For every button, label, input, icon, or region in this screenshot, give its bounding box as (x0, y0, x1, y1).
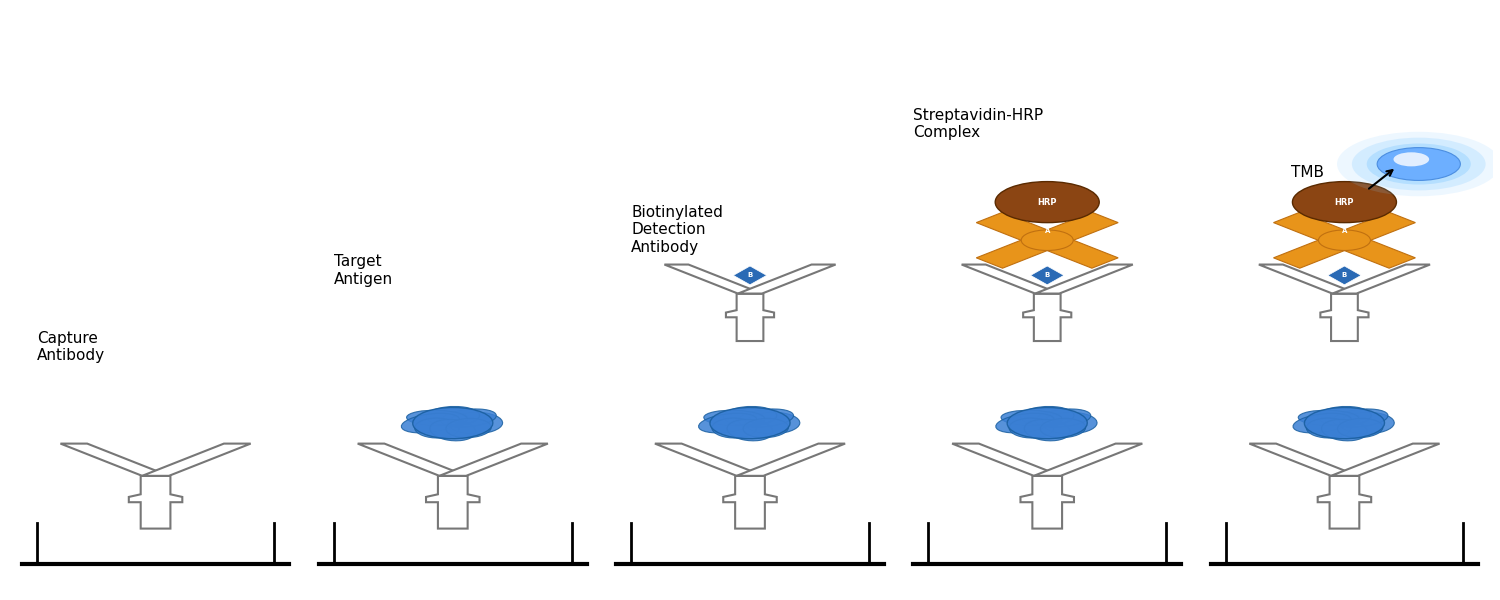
Ellipse shape (446, 418, 491, 437)
Polygon shape (1035, 265, 1132, 293)
Ellipse shape (406, 410, 468, 426)
Circle shape (1022, 230, 1072, 250)
Text: Streptavidin-HRP
Complex: Streptavidin-HRP Complex (914, 108, 1044, 140)
Polygon shape (1328, 266, 1360, 285)
Polygon shape (738, 265, 836, 293)
Text: A: A (1342, 229, 1347, 235)
Polygon shape (1020, 476, 1074, 529)
Polygon shape (952, 443, 1060, 476)
Polygon shape (1250, 443, 1358, 476)
Text: B: B (747, 272, 753, 278)
Circle shape (1293, 182, 1396, 223)
Ellipse shape (1020, 406, 1074, 425)
Ellipse shape (426, 406, 480, 425)
Ellipse shape (1305, 407, 1384, 439)
Ellipse shape (704, 410, 765, 426)
Circle shape (1336, 132, 1500, 196)
Ellipse shape (441, 409, 497, 427)
Ellipse shape (1041, 418, 1086, 437)
Text: HRP: HRP (1038, 197, 1058, 206)
Ellipse shape (723, 406, 777, 425)
Text: B: B (1342, 252, 1347, 258)
Polygon shape (1030, 266, 1063, 285)
Ellipse shape (738, 409, 794, 427)
Polygon shape (357, 443, 466, 476)
Polygon shape (1332, 265, 1430, 293)
Ellipse shape (1338, 418, 1383, 437)
Polygon shape (129, 476, 183, 529)
Ellipse shape (430, 419, 476, 441)
Polygon shape (1034, 235, 1118, 268)
Ellipse shape (1024, 419, 1069, 441)
Polygon shape (976, 212, 1060, 245)
Text: B: B (1044, 272, 1050, 278)
Ellipse shape (1035, 409, 1090, 427)
Polygon shape (426, 476, 480, 529)
Ellipse shape (402, 413, 459, 433)
Polygon shape (1317, 476, 1371, 529)
Polygon shape (440, 443, 548, 476)
Ellipse shape (710, 407, 791, 439)
Ellipse shape (746, 412, 800, 434)
Polygon shape (1034, 443, 1143, 476)
Polygon shape (976, 235, 1060, 268)
Polygon shape (1274, 212, 1358, 245)
Ellipse shape (742, 418, 789, 437)
Polygon shape (1330, 443, 1440, 476)
Ellipse shape (414, 418, 459, 438)
Polygon shape (1332, 235, 1416, 268)
Circle shape (1352, 137, 1485, 190)
Polygon shape (734, 266, 766, 285)
Polygon shape (1034, 212, 1118, 245)
Ellipse shape (996, 413, 1054, 433)
Ellipse shape (1322, 419, 1368, 441)
Circle shape (1366, 143, 1472, 185)
Ellipse shape (1293, 413, 1352, 433)
Ellipse shape (1317, 406, 1371, 425)
Text: A: A (1044, 229, 1050, 235)
Polygon shape (1258, 265, 1356, 293)
Text: Target
Antigen: Target Antigen (334, 254, 393, 287)
Circle shape (1394, 152, 1429, 166)
Circle shape (994, 182, 1100, 223)
Text: Capture
Antibody: Capture Antibody (36, 331, 105, 363)
Text: HRP: HRP (1335, 197, 1354, 206)
Text: B: B (1044, 252, 1050, 258)
Ellipse shape (1299, 410, 1359, 426)
Ellipse shape (1007, 407, 1088, 439)
Polygon shape (962, 265, 1059, 293)
Text: Biotinylated
Detection
Antibody: Biotinylated Detection Antibody (632, 205, 723, 254)
Ellipse shape (1042, 412, 1096, 434)
Ellipse shape (1306, 418, 1352, 438)
Ellipse shape (712, 418, 756, 438)
Polygon shape (736, 443, 844, 476)
Polygon shape (726, 293, 774, 341)
Polygon shape (1320, 293, 1368, 341)
Polygon shape (664, 265, 762, 293)
Ellipse shape (413, 407, 494, 439)
Polygon shape (1023, 293, 1071, 341)
Polygon shape (723, 476, 777, 529)
Circle shape (1377, 148, 1461, 181)
Ellipse shape (699, 413, 758, 433)
Polygon shape (1274, 235, 1358, 268)
Circle shape (1318, 230, 1371, 250)
Ellipse shape (1010, 418, 1054, 438)
Text: B: B (1342, 272, 1347, 278)
Polygon shape (1332, 212, 1416, 245)
Text: TMB: TMB (1292, 166, 1324, 181)
Ellipse shape (1340, 412, 1395, 434)
Ellipse shape (447, 412, 503, 434)
Polygon shape (142, 443, 250, 476)
Polygon shape (656, 443, 764, 476)
Ellipse shape (728, 419, 772, 441)
Ellipse shape (1332, 409, 1388, 427)
Polygon shape (60, 443, 170, 476)
Ellipse shape (1000, 410, 1062, 426)
